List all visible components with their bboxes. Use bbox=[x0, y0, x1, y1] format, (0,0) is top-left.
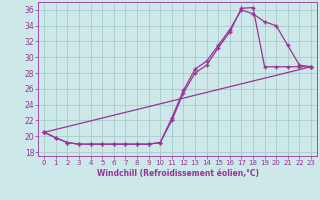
X-axis label: Windchill (Refroidissement éolien,°C): Windchill (Refroidissement éolien,°C) bbox=[97, 169, 259, 178]
